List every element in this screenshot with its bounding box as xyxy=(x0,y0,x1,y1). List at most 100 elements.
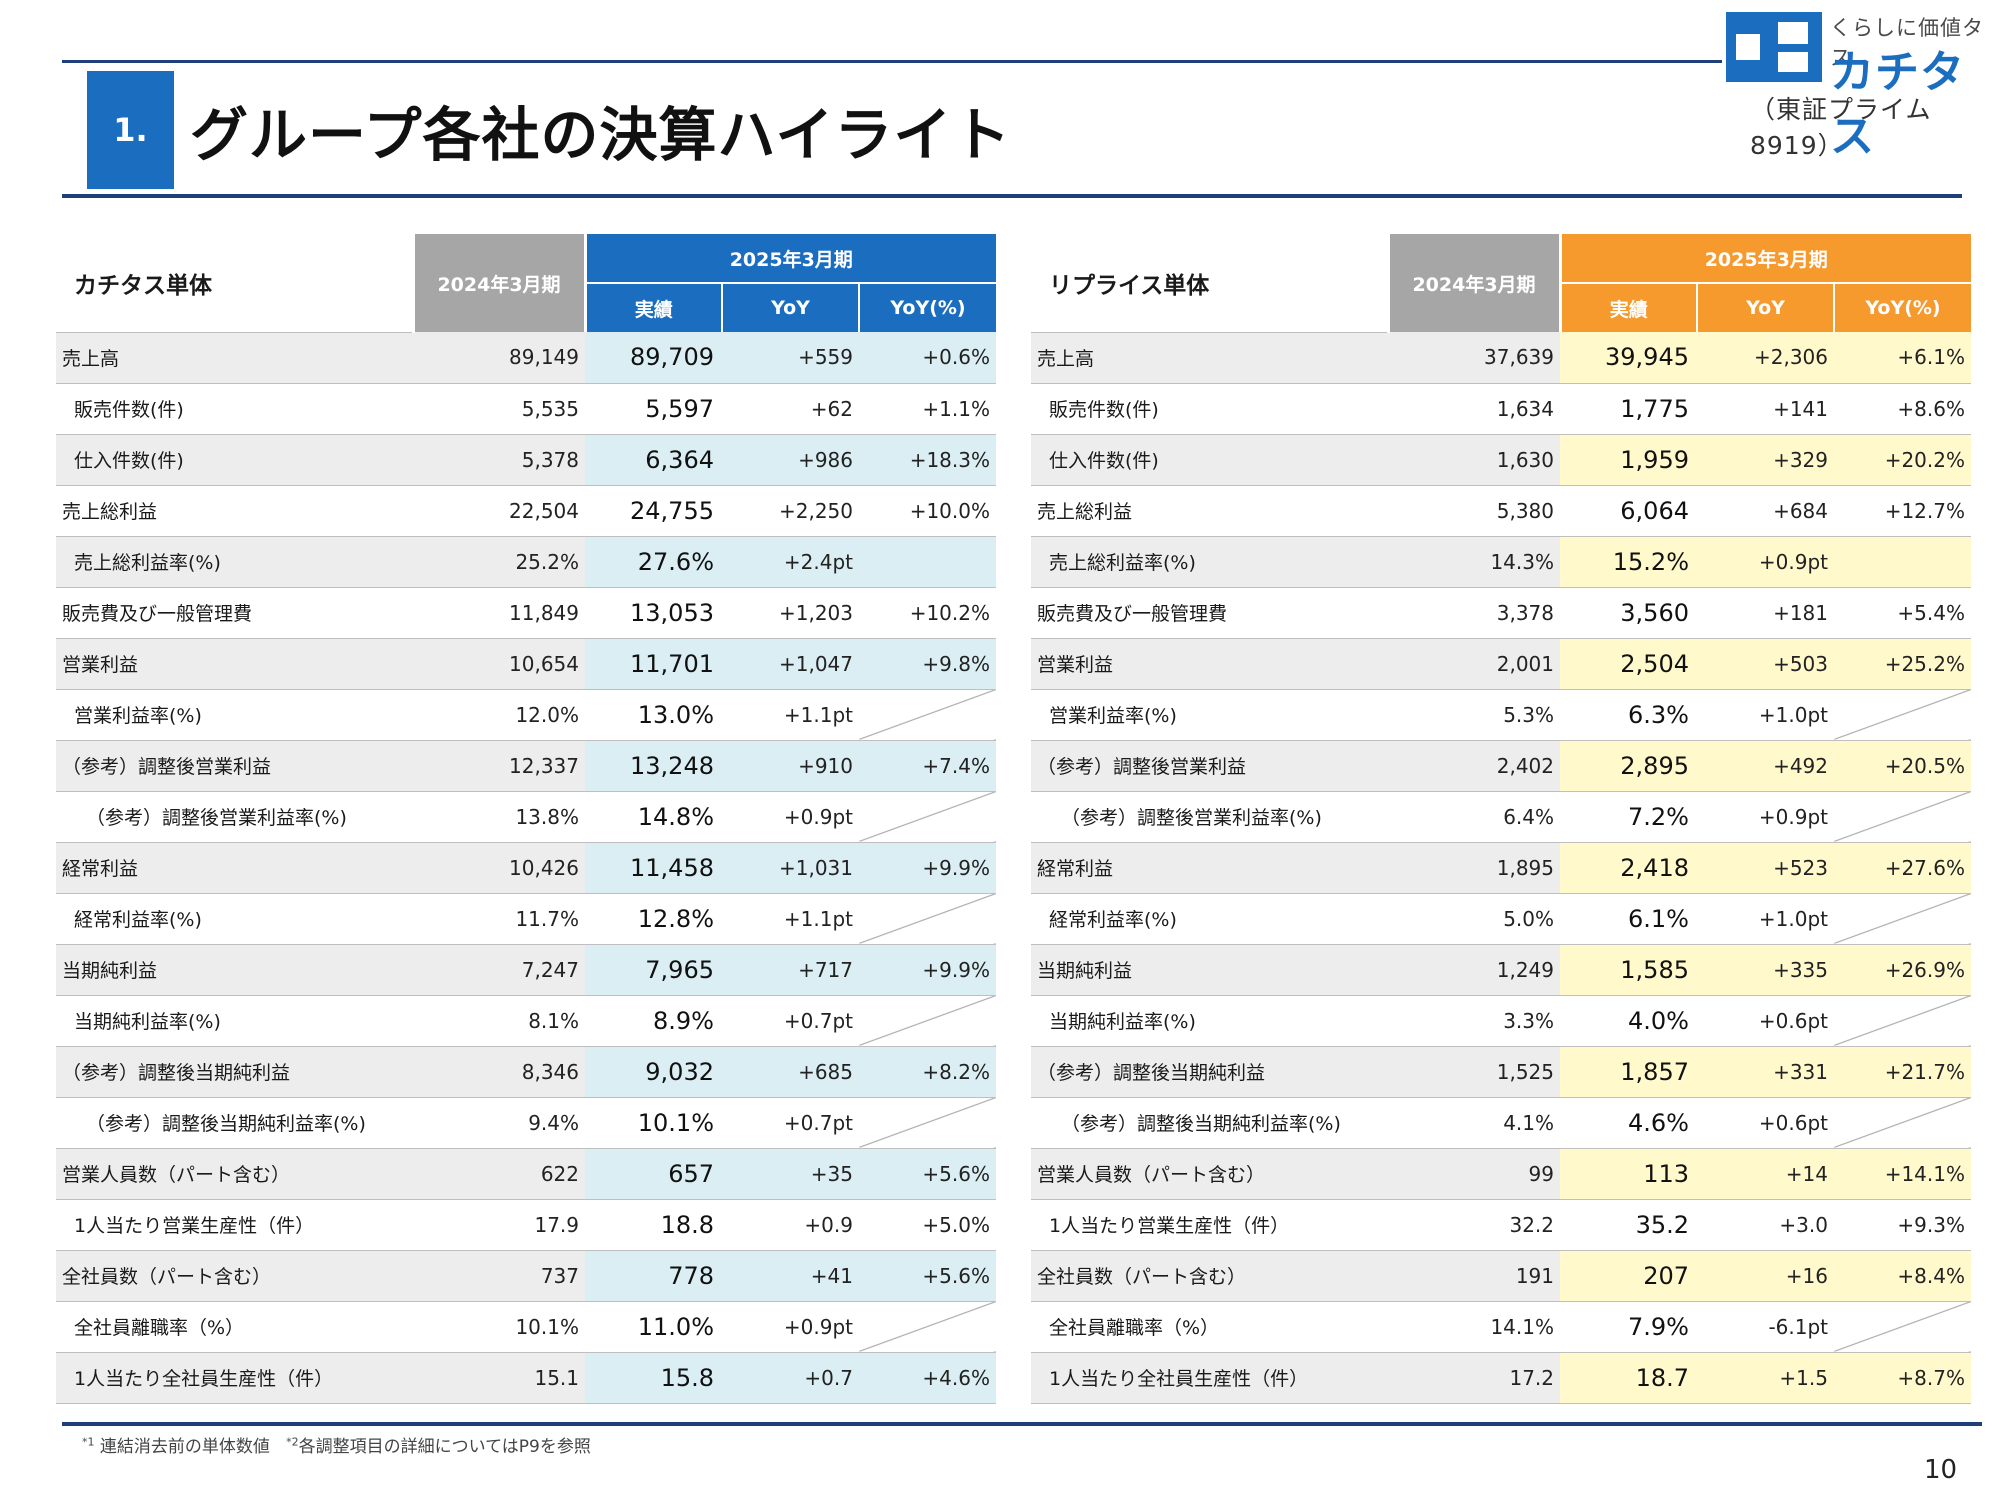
prev-value: 9.4% xyxy=(413,1097,585,1149)
current-value: 7,965 xyxy=(585,944,722,996)
yoy-pct-value xyxy=(859,1097,996,1149)
current-value: 1,857 xyxy=(1560,1046,1697,1098)
row-label: （参考）調整後当期純利益率(%) xyxy=(1031,1097,1388,1149)
row-label: 1人当たり全社員生産性（件） xyxy=(56,1352,413,1404)
table-row: 販売件数(件) 1,634 1,775 +141 +8.6% xyxy=(1031,383,1971,435)
yoy-value: +986 xyxy=(722,434,859,486)
current-value: 5,597 xyxy=(585,383,722,435)
prev-value: 8.1% xyxy=(413,995,585,1047)
yoy-value: +335 xyxy=(1697,944,1834,996)
prev-value: 8,346 xyxy=(413,1046,585,1098)
row-label: 販売費及び一般管理費 xyxy=(1031,587,1388,639)
yoy-pct-value: +18.3% xyxy=(859,434,996,486)
yoy-value: +0.7pt xyxy=(722,1097,859,1149)
prev-value: 32.2 xyxy=(1388,1199,1560,1251)
yoy-header: YoY xyxy=(1696,283,1834,332)
yoy-value: +3.0 xyxy=(1697,1199,1834,1251)
table-row: 仕入件数(件) 1,630 1,959 +329 +20.2% xyxy=(1031,434,1971,486)
table-row: 販売費及び一般管理費 3,378 3,560 +181 +5.4% xyxy=(1031,587,1971,639)
row-label: 営業人員数（パート含む） xyxy=(56,1148,413,1200)
yoy-value: +1.5 xyxy=(1697,1352,1834,1404)
row-label: 経常利益率(%) xyxy=(56,893,413,945)
row-label: 1人当たり営業生産性（件） xyxy=(56,1199,413,1251)
yoy-value: +0.7 xyxy=(722,1352,859,1404)
yoy-value: +0.7pt xyxy=(722,995,859,1047)
yoy-value: +35 xyxy=(722,1148,859,1200)
yoy-pct-value: +6.1% xyxy=(1834,332,1971,384)
row-label: 営業利益率(%) xyxy=(1031,689,1388,741)
prev-value: 1,525 xyxy=(1388,1046,1560,1098)
page-number: 10 xyxy=(1924,1455,1958,1485)
table-row: （参考）調整後当期純利益 8,346 9,032 +685 +8.2% xyxy=(56,1046,996,1098)
yoy-value: +717 xyxy=(722,944,859,996)
table-row: 全社員離職率（%） 14.1% 7.9% -6.1pt xyxy=(1031,1301,1971,1353)
yoy-pct-header: YoY(%) xyxy=(858,283,996,332)
table-row: 当期純利益率(%) 8.1% 8.9% +0.7pt xyxy=(56,995,996,1047)
yoy-value: +0.6pt xyxy=(1697,1097,1834,1149)
reprice-table: リプライス単体 2024年3月期 2025年3月期 実績 YoY YoY(%) … xyxy=(1031,234,1971,1404)
yoy-pct-value: +5.4% xyxy=(1834,587,1971,639)
prev-value: 622 xyxy=(413,1148,585,1200)
footnote: *1 連結消去前の単体数値 *2各調整項目の詳細についてはP9を参照 xyxy=(82,1432,591,1457)
yoy-value: +0.9pt xyxy=(722,1301,859,1353)
yoy-value: +141 xyxy=(1697,383,1834,435)
prev-value: 17.2 xyxy=(1388,1352,1560,1404)
yoy-pct-value xyxy=(1834,1097,1971,1149)
prev-value: 14.3% xyxy=(1388,536,1560,588)
top-rule xyxy=(62,60,1722,63)
footnote-mark: *2 xyxy=(286,1435,299,1449)
prev-value: 12.0% xyxy=(413,689,585,741)
table-title: カチタス単体 xyxy=(56,234,413,333)
table-row: 仕入件数(件) 5,378 6,364 +986 +18.3% xyxy=(56,434,996,486)
yoy-pct-value xyxy=(859,995,996,1047)
table-row: 全社員数（パート含む） 191 207 +16 +8.4% xyxy=(1031,1250,1971,1302)
prev-value: 10.1% xyxy=(413,1301,585,1353)
table-row: （参考）調整後当期純利益率(%) 9.4% 10.1% +0.7pt xyxy=(56,1097,996,1149)
yoy-value: +16 xyxy=(1697,1250,1834,1302)
row-label: （参考）調整後当期純利益 xyxy=(1031,1046,1388,1098)
table-row: （参考）調整後営業利益率(%) 6.4% 7.2% +0.9pt xyxy=(1031,791,1971,843)
current-value: 6.3% xyxy=(1560,689,1697,741)
row-label: （参考）調整後当期純利益 xyxy=(56,1046,413,1098)
table-row: （参考）調整後当期純利益 1,525 1,857 +331 +21.7% xyxy=(1031,1046,1971,1098)
row-label: 営業利益率(%) xyxy=(56,689,413,741)
current-value: 8.9% xyxy=(585,995,722,1047)
yoy-pct-value xyxy=(1834,689,1971,741)
row-label: 営業利益 xyxy=(1031,638,1388,690)
yoy-pct-value: +7.4% xyxy=(859,740,996,792)
prev-value: 5,378 xyxy=(413,434,585,486)
current-value: 12.8% xyxy=(585,893,722,945)
title-rule xyxy=(62,194,1962,198)
row-label: （参考）調整後当期純利益率(%) xyxy=(56,1097,413,1149)
current-value: 18.8 xyxy=(585,1199,722,1251)
yoy-pct-value: +9.8% xyxy=(859,638,996,690)
current-value: 2,504 xyxy=(1560,638,1697,690)
yoy-value: +1.0pt xyxy=(1697,689,1834,741)
current-value: 11,458 xyxy=(585,842,722,894)
table-row: 営業利益 10,654 11,701 +1,047 +9.8% xyxy=(56,638,996,690)
yoy-value: +685 xyxy=(722,1046,859,1098)
table-row: 売上総利益 22,504 24,755 +2,250 +10.0% xyxy=(56,485,996,537)
current-value: 778 xyxy=(585,1250,722,1302)
table-row: 売上総利益率(%) 14.3% 15.2% +0.9pt xyxy=(1031,536,1971,588)
prev-value: 12,337 xyxy=(413,740,585,792)
prev-value: 22,504 xyxy=(413,485,585,537)
row-label: 売上高 xyxy=(1031,332,1388,384)
yoy-pct-value: +4.6% xyxy=(859,1352,996,1404)
prev-value: 6.4% xyxy=(1388,791,1560,843)
row-label: （参考）調整後営業利益率(%) xyxy=(56,791,413,843)
table-row: 1人当たり営業生産性（件） 32.2 35.2 +3.0 +9.3% xyxy=(1031,1199,1971,1251)
yoy-pct-value xyxy=(859,536,996,588)
row-label: 売上総利益 xyxy=(56,485,413,537)
table-row: 経常利益率(%) 5.0% 6.1% +1.0pt xyxy=(1031,893,1971,945)
prev-value: 15.1 xyxy=(413,1352,585,1404)
yoy-value: +0.9pt xyxy=(722,791,859,843)
cur-period-header: 2025年3月期 xyxy=(585,234,996,284)
yoy-pct-value xyxy=(859,689,996,741)
yoy-pct-value: +0.6% xyxy=(859,332,996,384)
yoy-pct-value: +5.6% xyxy=(859,1250,996,1302)
table-row: 1人当たり営業生産性（件） 17.9 18.8 +0.9 +5.0% xyxy=(56,1199,996,1251)
table-row: 全社員数（パート含む） 737 778 +41 +5.6% xyxy=(56,1250,996,1302)
prev-value: 1,634 xyxy=(1388,383,1560,435)
row-label: 売上総利益 xyxy=(1031,485,1388,537)
